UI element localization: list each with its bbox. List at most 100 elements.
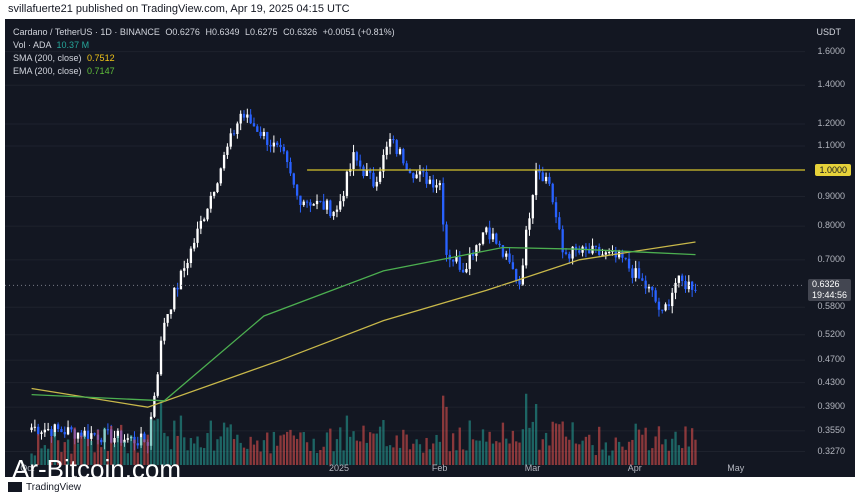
volume-bar: [584, 436, 588, 465]
volume-bar: [173, 420, 176, 465]
volume-bar: [690, 428, 694, 465]
volume-bar: [120, 424, 123, 465]
volume-bar: [455, 450, 458, 465]
volume-bar: [246, 448, 249, 465]
candle-body: [375, 181, 378, 187]
candle-body: [677, 275, 681, 283]
volume-bar: [159, 401, 163, 465]
volume-bar: [558, 424, 561, 465]
candle-body: [63, 432, 66, 435]
volume-bar: [412, 443, 415, 465]
volume-bar: [588, 434, 591, 465]
volume-bar: [80, 435, 83, 465]
volume-bar: [352, 431, 355, 465]
candle-body: [671, 292, 674, 307]
candle-body: [355, 152, 359, 161]
candle-body: [674, 282, 677, 293]
sma200-line: [31, 241, 696, 408]
volume-bar: [229, 424, 232, 465]
candle-body: [282, 147, 285, 152]
volume-bar: [203, 448, 206, 465]
volume-bar: [641, 434, 644, 465]
publisher-header: svillafuerte21 published on TradingView.…: [0, 0, 860, 19]
chart-plot: [5, 51, 805, 465]
candle-body: [199, 220, 203, 229]
volume-bar: [451, 433, 455, 465]
legend-change: +0.0051 (+0.81%): [322, 27, 395, 37]
volume-bar: [548, 445, 551, 465]
candle-body: [86, 430, 90, 439]
volume-bar: [578, 444, 581, 465]
candle-body: [651, 286, 654, 291]
volume-bar: [322, 446, 325, 465]
price-tick-label: 0.4700: [817, 354, 845, 365]
volume-bar: [335, 439, 339, 465]
candle-body: [33, 426, 37, 428]
volume-bar: [475, 440, 478, 465]
candle-body: [654, 290, 657, 302]
volume-bar: [448, 451, 451, 465]
volume-bar: [66, 439, 70, 465]
candle-body: [106, 429, 110, 431]
candle-body: [634, 268, 637, 278]
volume-bar: [256, 440, 259, 465]
candle-body: [568, 253, 571, 259]
volume-bar: [359, 441, 362, 465]
volume-bar: [339, 427, 342, 465]
volume-bar: [189, 437, 193, 465]
candle-body: [598, 246, 601, 255]
price-tick-label: 0.3550: [817, 424, 845, 435]
tradingview-logo[interactable]: TradingView: [8, 482, 81, 493]
time-tick-label: May: [727, 463, 745, 473]
volume-bar: [398, 447, 402, 465]
candle-body: [339, 201, 342, 210]
candle-body: [325, 200, 329, 210]
volume-bar: [651, 448, 654, 465]
volume-bar: [56, 440, 60, 465]
volume-bar: [86, 439, 90, 465]
volume-bar: [282, 434, 285, 465]
candle-body: [694, 289, 697, 291]
candle-body: [571, 246, 574, 259]
candle-body: [276, 142, 279, 145]
legend-sma-value: 0.7512: [87, 53, 115, 63]
tradingview-logo-icon: [8, 482, 22, 493]
volume-bar: [687, 446, 690, 465]
volume-bar: [156, 418, 159, 465]
candle-body: [455, 257, 458, 262]
volume-bar: [607, 455, 611, 465]
candle-body: [272, 142, 276, 147]
candle-body: [46, 429, 50, 431]
candle-body: [584, 246, 588, 251]
candle-body: [422, 171, 425, 173]
candle-body: [511, 262, 515, 270]
volume-bar: [408, 449, 412, 465]
volume-bar: [76, 443, 80, 465]
volume-bar: [110, 426, 113, 465]
candle-body: [159, 340, 163, 375]
volume-bar: [544, 432, 548, 465]
candle-body: [196, 228, 199, 243]
volume-bar: [239, 442, 242, 465]
legend-open: O0.6276: [165, 27, 200, 37]
candle-body: [249, 114, 252, 124]
volume-bar: [149, 419, 153, 465]
candle-body: [445, 224, 448, 255]
price-chart[interactable]: Cardano / TetherUS · 1D · BINANCE O0.627…: [5, 19, 855, 477]
volume-bar: [266, 432, 269, 465]
candle-body: [541, 172, 544, 182]
volume-bar: [276, 445, 279, 465]
time-tick-label: Apr: [627, 463, 642, 473]
candle-body: [342, 195, 345, 202]
volume-bar: [405, 434, 408, 465]
volume-bar: [568, 439, 571, 465]
candle-body: [465, 268, 468, 273]
candle-body: [100, 439, 103, 443]
volume-bar: [664, 439, 667, 465]
volume-bar: [199, 447, 203, 465]
candle-body: [491, 233, 495, 240]
volume-bar: [604, 442, 607, 465]
volume-bar: [551, 421, 554, 465]
candle-body: [405, 163, 408, 170]
volume-bar: [349, 436, 352, 465]
